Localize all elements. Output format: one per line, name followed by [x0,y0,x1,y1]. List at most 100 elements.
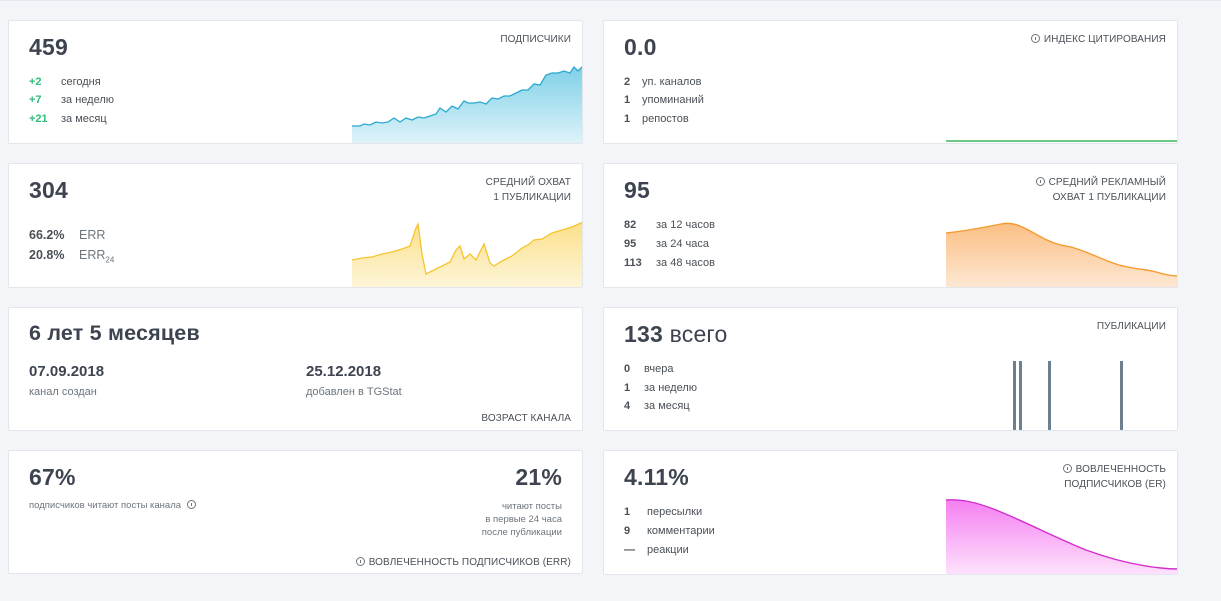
channel-age-caption: ВОЗРАСТ КАНАЛА [481,413,571,424]
stat-row: 0 вчера [624,363,673,375]
post-bar [1019,361,1022,430]
err24-label: ERR [79,248,106,262]
engagement-err-caption: ВОВЛЕЧЕННОСТЬ ПОДПИСЧИКОВ (ERR) [355,555,571,570]
stat-label: реакции [647,544,689,556]
stat-label: за 12 часов [656,219,715,231]
engagement-er-caption: ВОВЛЕЧЕННОСТЬ ПОДПИСЧИКОВ (ER) [1062,463,1166,490]
added-label: добавлен в TGStat [306,386,402,398]
ad-reach-sparkline [946,222,1177,287]
er-value: 4.11% [624,464,689,490]
citation-index-value: 0.0 [624,34,657,60]
ad-reach-value: 95 [624,177,650,203]
stat-value: 4 [624,400,631,412]
info-icon[interactable] [186,499,196,509]
reach-card[interactable]: 304 СРЕДНИЙ ОХВАТ 1 ПУБЛИКАЦИИ 66.2% ERR 2… [8,163,583,288]
posts-bar-chart [1013,361,1123,430]
stat-label: сегодня [61,76,101,88]
posts-total-value: 133 [624,321,663,347]
err-value: 66.2% [29,228,65,242]
added-date: 25.12.2018 [306,363,382,380]
ad-reach-caption: СРЕДНИЙ РЕКЛАМНЫЙ ОХВАТ 1 ПУБЛИКАЦИИ [1035,175,1166,205]
post-bar [1048,361,1051,430]
stat-row: 4 за месяц [624,400,690,412]
stat-value: 1 [624,94,631,106]
reach-sparkline [352,221,582,287]
stat-row: — реакции [624,544,689,556]
reach-caption: СРЕДНИЙ ОХВАТ 1 ПУБЛИКАЦИИ [485,177,571,203]
ad-reach-card[interactable]: 95 СРЕДНИЙ РЕКЛАМНЫЙ ОХВАТ 1 ПУБЛИКАЦИИ … [603,163,1178,288]
stat-row: 82 за 12 часов [624,219,715,231]
stat-label: за неделю [644,382,698,394]
stat-value: 95 [624,238,637,250]
citation-caption: ИНДЕКС ЦИТИРОВАНИЯ [1030,32,1166,47]
posts-caption: ПУБЛИКАЦИИ [1096,321,1166,332]
err24-value: 20.8% [29,248,65,262]
stat-row: 1 за неделю [624,382,697,394]
subscribers-caption: ПОДПИСЧИКИ [500,34,571,45]
stat-row: 95 за 24 часа [624,238,709,250]
stat-row: 2 уп. каналов [624,76,701,88]
created-date: 07.09.2018 [29,363,105,380]
read-percent: 67% [29,464,76,490]
subscribers-sparkline [352,65,582,143]
stat-label: за неделю [61,94,115,106]
average-reach-value: 304 [29,177,68,203]
stat-label: пересылки [647,506,703,518]
stat-value: 9 [624,525,631,537]
stat-row: 1 пересылки [624,506,702,518]
stat-label: репостов [642,113,689,125]
citation-card[interactable]: 0.0 ИНДЕКС ЦИТИРОВАНИЯ 2 уп. каналов 1 упо… [603,20,1178,144]
stat-value: 1 [624,113,631,125]
stat-label: упоминаний [642,94,704,106]
stat-label: за месяц [61,113,107,125]
stat-value: +7 [29,94,42,106]
stat-label: за 24 часа [656,238,709,250]
stat-row: 1 репостов [624,113,689,125]
stat-label: за месяц [644,400,690,412]
post-bar [1013,361,1016,430]
stat-label: за 48 часов [656,257,715,269]
post-bar [1120,361,1123,430]
posts-total: 133 всего [624,321,728,348]
stat-label: вчера [644,363,674,375]
stat-value: 2 [624,76,631,88]
posts-card[interactable]: 133 всего ПУБЛИКАЦИИ 0 вчера 1 за неделю 4… [603,307,1178,431]
stat-label: комментарии [647,525,715,537]
stat-value: 0 [624,363,631,375]
stat-value: 82 [624,219,637,231]
subscribers-card[interactable]: 459 ПОДПИСЧИКИ +2 сегодня +7 за неделю +21… [8,20,583,144]
stat-row: +7 за неделю [29,94,114,106]
stat-value: — [624,544,635,556]
read-percent-label: подписчиков читают посты канала [29,499,200,511]
posts-total-suffix: всего [669,321,728,347]
stat-label: уп. каналов [642,76,702,88]
stat-value: 1 [624,382,631,394]
read-24h-label: читают посты в первые 24 часа после публ… [481,501,562,538]
channel-age-card[interactable]: 6 лет 5 месяцев 07.09.2018 канал создан … [8,307,583,431]
stat-row: +2 сегодня [29,76,101,88]
info-icon[interactable] [1035,176,1045,186]
stat-value: 113 [624,257,642,269]
subscribers-count: 459 [29,34,68,60]
stat-value: +2 [29,76,42,88]
channel-age-value: 6 лет 5 месяцев [29,321,200,345]
info-icon[interactable] [1030,33,1040,43]
err-row: 66.2% ERR [29,228,105,242]
err24-subscript: 24 [105,255,115,265]
engagement-err-card[interactable]: 67% подписчиков читают посты канала 21% … [8,450,583,574]
citation-sparkline [946,140,1177,142]
top-divider [0,0,1221,1]
stat-value: 1 [624,506,631,518]
info-icon[interactable] [355,556,365,566]
created-label: канал создан [29,386,97,398]
stat-row: 9 комментарии [624,525,715,537]
err24-row: 20.8% ERR24 [29,248,114,265]
stat-row: 1 упоминаний [624,94,704,106]
stat-value: +21 [29,113,48,125]
stat-row: 113 за 48 часов [624,257,715,269]
read-24h-percent: 21% [515,464,562,490]
err-label: ERR [79,228,106,242]
info-icon[interactable] [1062,463,1072,473]
engagement-er-card[interactable]: 4.11% ВОВЛЕЧЕННОСТЬ ПОДПИСЧИКОВ (ER) 1 пе… [603,450,1178,575]
er-sparkline [946,499,1177,574]
